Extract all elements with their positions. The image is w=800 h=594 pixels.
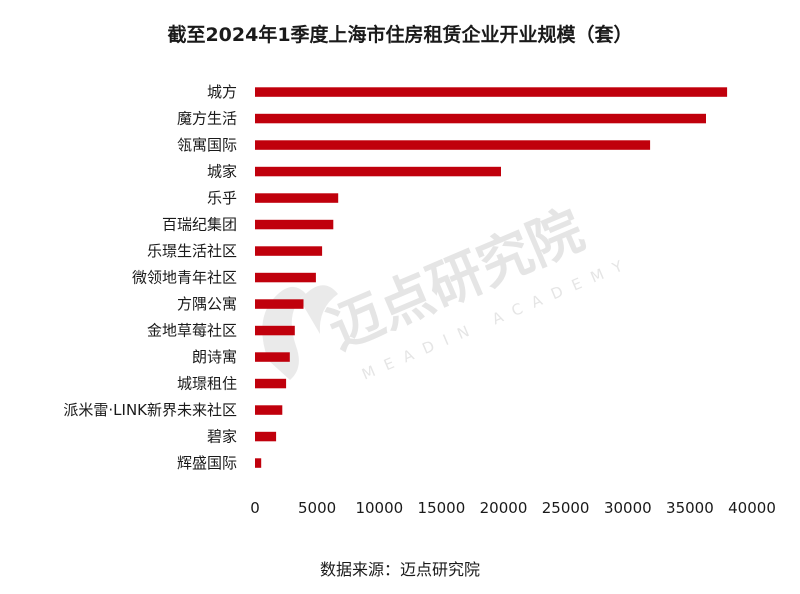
x-tick-label: 40000 [728,499,776,517]
category-label: 城方 [207,83,237,101]
x-tick-label: 25000 [542,499,590,517]
bar [255,352,290,362]
category-labels: 城方魔方生活瓴寓国际城家乐乎百瑞纪集团乐璟生活社区微领地青年社区方隅公寓金地草莓… [63,83,237,472]
x-tick-label: 20000 [480,499,528,517]
category-label: 金地草莓社区 [147,322,237,340]
category-label: 乐璟生活社区 [147,242,237,260]
category-label: 百瑞纪集团 [162,216,237,234]
bar [255,405,283,415]
category-label: 瓴寓国际 [177,136,237,154]
watermark: 迈点研究院 MEADIN ACADEMY [262,198,635,384]
category-label: 乐乎 [207,189,237,207]
bar [255,246,323,256]
bar [255,219,334,230]
category-label: 城璟租住 [177,375,237,393]
x-tick-label: 30000 [604,499,652,517]
category-label: 魔方生活 [177,110,237,128]
x-axis-ticks: 0 5000 10000 15000 20000 25000 30000 35000 40000 [250,499,776,517]
category-label: 朗诗寓 [192,348,237,366]
bar [255,325,295,336]
bar [255,87,728,97]
category-label: 辉盛国际 [177,454,237,472]
x-tick-label: 10000 [355,499,403,517]
bar [255,272,316,283]
bar [255,299,304,309]
source-note: 数据来源：迈点研究院 [319,560,480,579]
bar [255,113,706,124]
bar [255,166,501,177]
category-label: 碧家 [207,428,237,446]
category-label: 微领地青年社区 [132,269,237,287]
x-tick-label: 35000 [666,499,714,517]
bars-group [255,87,728,468]
bar [255,431,277,442]
bar [255,378,287,389]
bar [255,458,262,468]
category-label: 方隅公寓 [177,295,237,313]
x-tick-label: 15000 [418,499,466,517]
category-label: 城家 [207,163,237,181]
x-tick-label: 5000 [298,499,336,517]
category-label: 派米雷·LINK新界未来社区 [63,401,237,419]
bar [255,193,339,203]
chart-title: 截至2024年1季度上海市住房租赁企业开业规模（套） [167,24,633,46]
bar [255,140,651,150]
x-tick-label: 0 [250,499,260,517]
